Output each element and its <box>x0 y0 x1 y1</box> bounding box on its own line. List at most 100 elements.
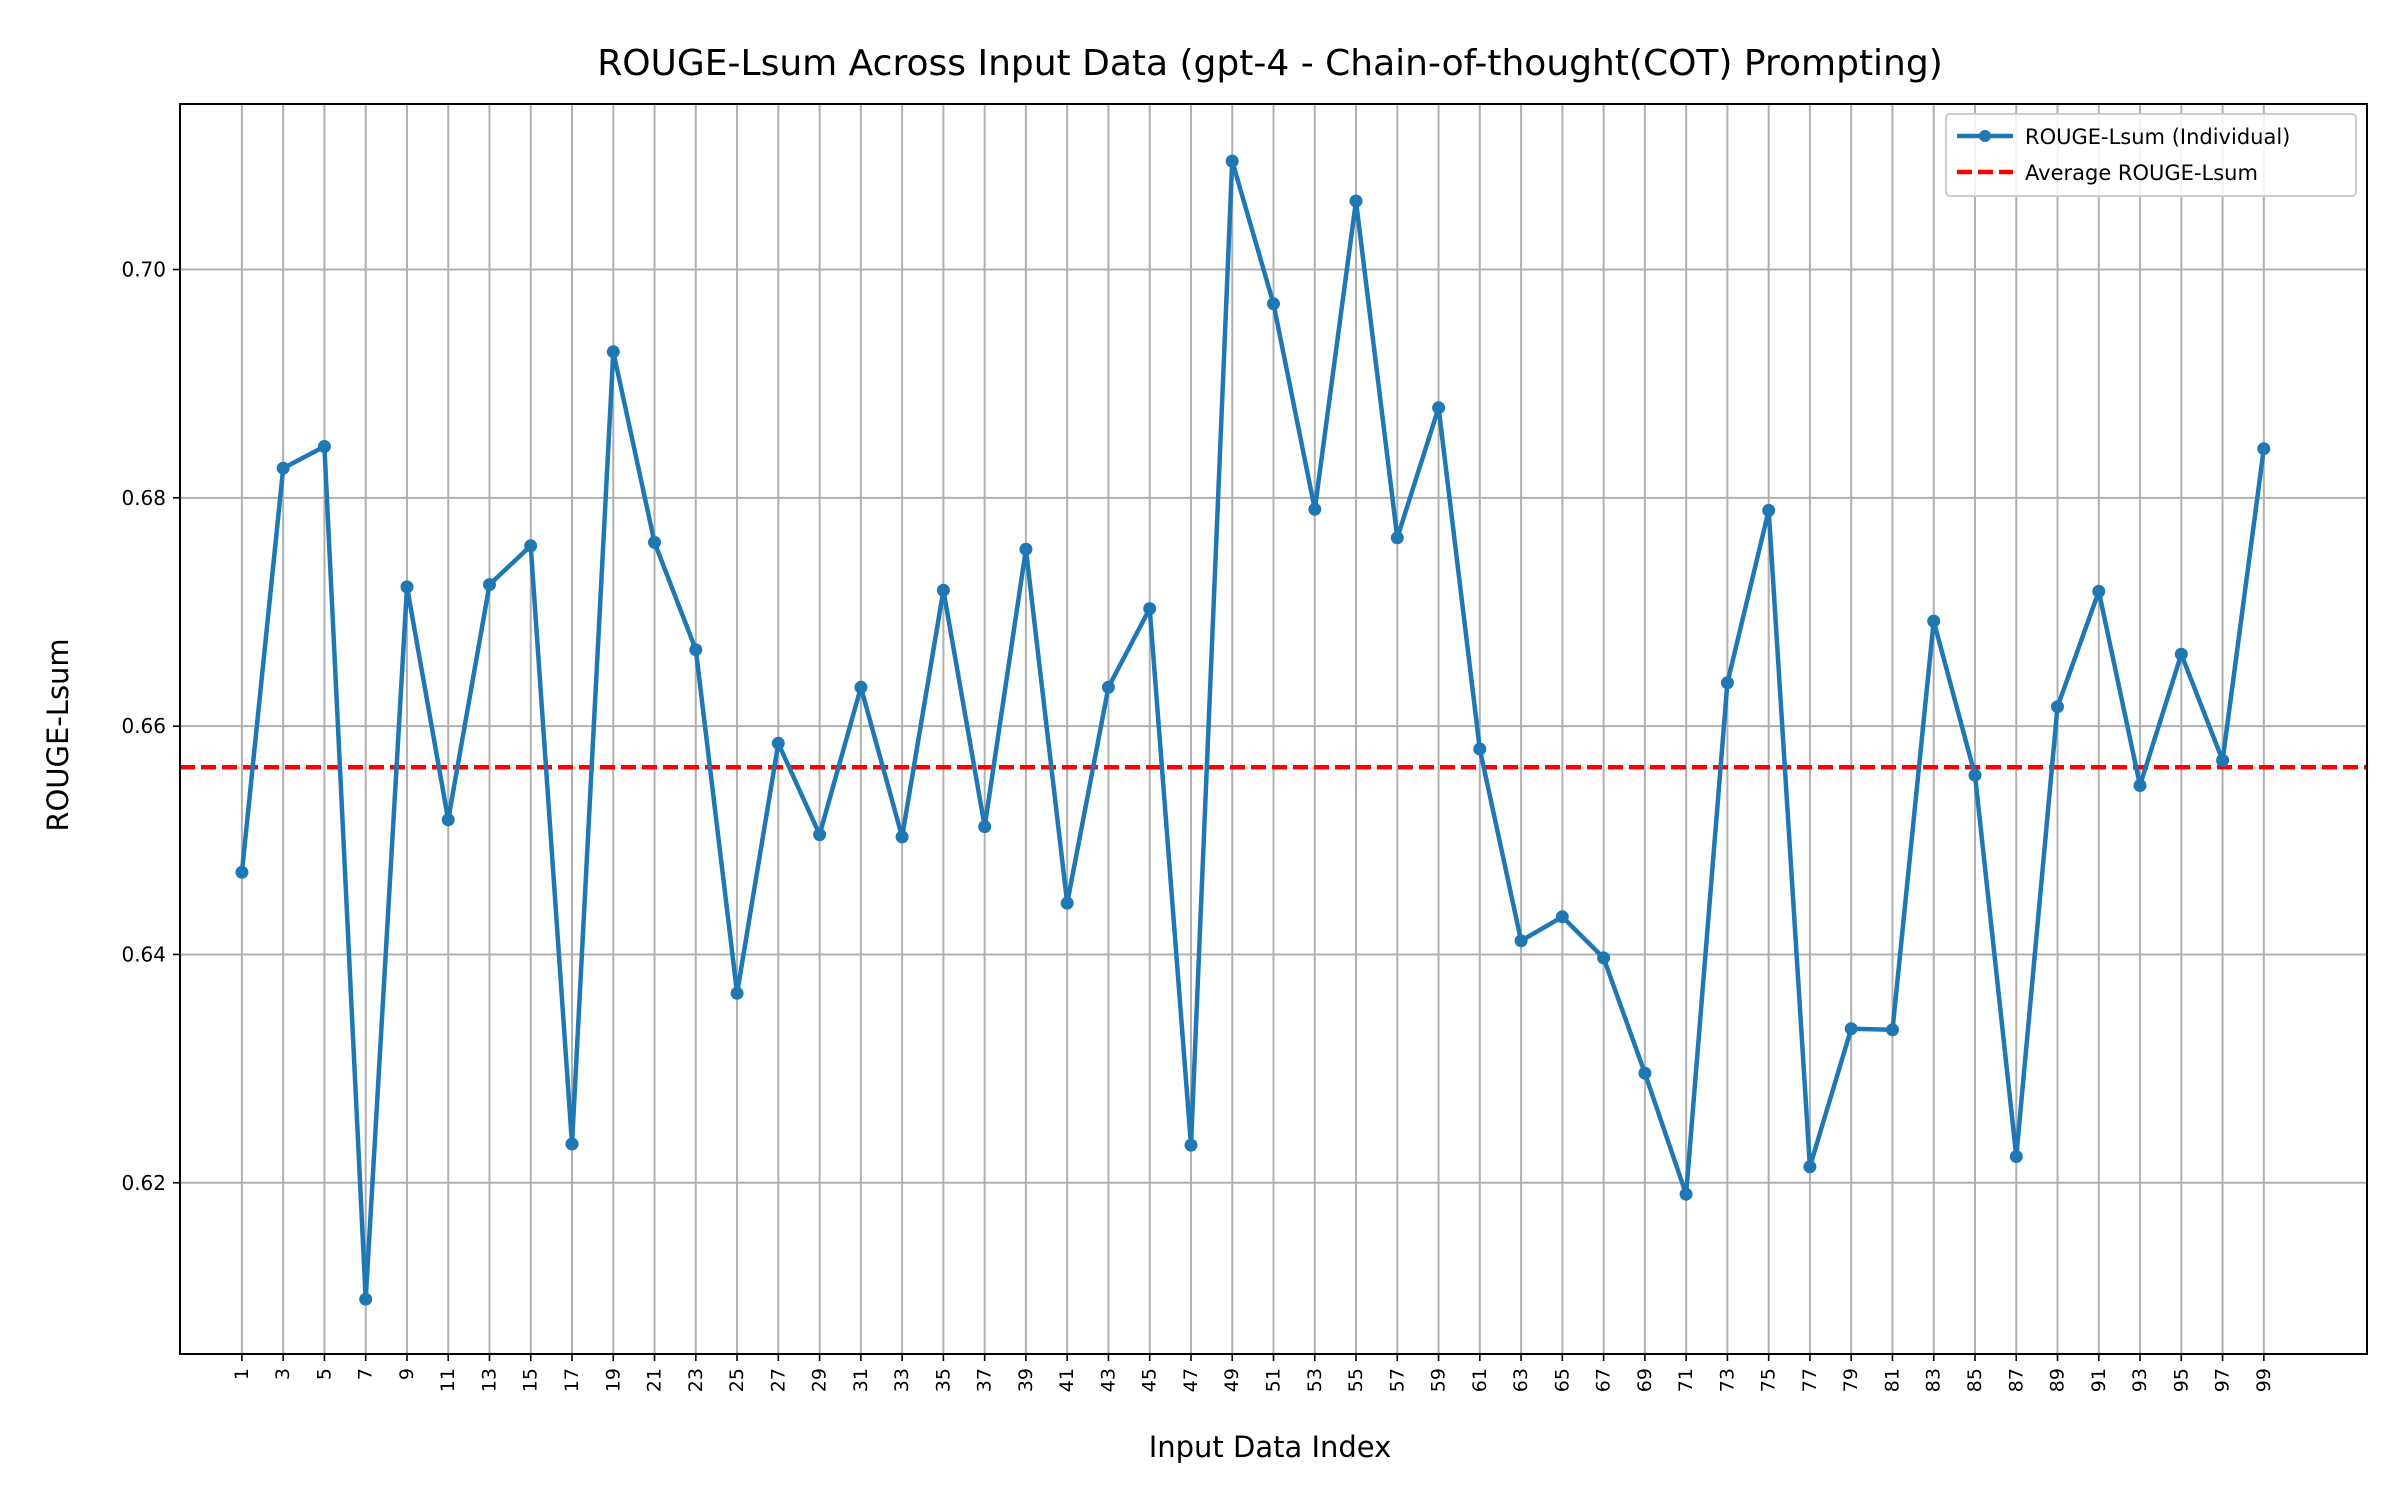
data-point <box>2174 647 2188 661</box>
legend-marker-individual <box>1979 130 1991 142</box>
data-point <box>730 986 744 1000</box>
data-point <box>689 643 703 657</box>
x-tick-label: 5 <box>313 1368 335 1380</box>
legend-label-average: Average ROUGE-Lsum <box>2025 161 2258 185</box>
x-tick-label: 65 <box>1551 1368 1573 1392</box>
x-tick-label: 67 <box>1593 1368 1615 1392</box>
data-point <box>1555 910 1569 924</box>
x-tick-label: 13 <box>478 1368 500 1392</box>
y-tick-label: 0.62 <box>121 1171 166 1195</box>
data-point <box>606 345 620 359</box>
x-tick-label: 35 <box>932 1368 954 1392</box>
data-point <box>1308 502 1322 516</box>
series-layer <box>235 154 2271 1306</box>
data-point <box>317 440 331 453</box>
x-tick-label: 85 <box>1964 1368 1986 1392</box>
x-tick-label: 89 <box>2047 1368 2069 1392</box>
x-tick-label: 73 <box>1716 1368 1738 1392</box>
x-tick-label: 99 <box>2253 1368 2275 1392</box>
data-point <box>1184 1138 1198 1152</box>
data-point <box>1473 742 1487 756</box>
x-tick-label: 45 <box>1139 1368 1161 1392</box>
data-point <box>1349 194 1363 208</box>
x-tick-label: 97 <box>2212 1368 2234 1392</box>
x-tick-label: 49 <box>1221 1368 1243 1392</box>
data-point <box>2092 584 2106 598</box>
x-tick-label: 31 <box>850 1368 872 1392</box>
data-point <box>1762 503 1776 517</box>
x-tick-label: 11 <box>437 1368 459 1392</box>
data-point <box>235 865 249 879</box>
x-tick-label: 47 <box>1180 1368 1202 1392</box>
x-tick-label: 55 <box>1345 1368 1367 1392</box>
data-point <box>441 813 455 827</box>
x-tick-label: 53 <box>1304 1368 1326 1392</box>
y-axis-title: ROUGE-Lsum <box>41 638 75 831</box>
data-point <box>1514 934 1528 948</box>
x-tick-label: 91 <box>2088 1368 2110 1392</box>
x-tick-label: 9 <box>396 1368 418 1380</box>
series-line-individual <box>239 158 2267 1302</box>
data-point <box>2051 700 2064 714</box>
data-point <box>1267 297 1280 311</box>
x-tick-label: 77 <box>1799 1368 1821 1392</box>
x-tick-label: 63 <box>1510 1368 1532 1392</box>
x-tick-label: 61 <box>1469 1368 1491 1392</box>
data-point <box>813 828 827 842</box>
data-point <box>359 1292 373 1306</box>
data-point <box>2133 779 2147 792</box>
data-point <box>400 580 414 594</box>
data-point <box>936 583 950 597</box>
x-tick-label: 39 <box>1015 1368 1037 1392</box>
x-tick-label: 93 <box>2129 1368 2151 1392</box>
x-tick-label: 7 <box>355 1368 377 1380</box>
data-point <box>276 461 290 475</box>
x-tick-label: 87 <box>2005 1368 2027 1392</box>
data-point <box>1886 1023 1899 1037</box>
x-tick-label: 71 <box>1675 1368 1697 1392</box>
chart-title: ROUGE-Lsum Across Input Data (gpt-4 - Ch… <box>597 43 1943 84</box>
x-tick-label: 3 <box>272 1368 294 1380</box>
ticks: 1 3 5 7 9 11 13 15 17 19 21 23 25 27 29 31 33 35 37 39 41 43 4… <box>121 258 2274 1393</box>
x-tick-label: 37 <box>974 1368 996 1392</box>
data-point <box>895 830 909 844</box>
x-tick-label: 69 <box>1634 1368 1656 1392</box>
data-point <box>2009 1150 2023 1163</box>
x-tick-label: 83 <box>1923 1368 1945 1392</box>
data-point <box>1679 1187 1693 1201</box>
data-point <box>1803 1160 1817 1174</box>
x-tick-label: 51 <box>1263 1368 1285 1392</box>
x-tick-label: 75 <box>1758 1368 1780 1392</box>
data-point <box>1101 680 1115 694</box>
data-point <box>1225 154 1239 168</box>
x-axis-title: Input Data Index <box>1149 1430 1392 1464</box>
x-tick-label: 29 <box>809 1368 831 1392</box>
x-tick-label: 1 <box>231 1368 253 1380</box>
x-tick-label: 81 <box>1881 1368 1903 1392</box>
x-tick-label: 59 <box>1428 1368 1450 1392</box>
x-tick-label: 15 <box>520 1368 542 1392</box>
x-tick-label: 43 <box>1097 1368 1119 1392</box>
x-tick-label: 19 <box>602 1368 624 1392</box>
legend-box <box>1945 113 2357 197</box>
data-point <box>854 680 868 694</box>
x-tick-label: 57 <box>1386 1368 1408 1392</box>
data-point <box>978 820 992 834</box>
y-tick-label: 0.64 <box>121 942 166 966</box>
data-point <box>2216 753 2230 767</box>
legend-label-individual: ROUGE-Lsum (Individual) <box>2025 125 2290 149</box>
data-point <box>1968 768 1982 782</box>
data-point <box>1720 676 1734 690</box>
x-tick-label: 17 <box>561 1368 583 1392</box>
data-point <box>1390 531 1404 545</box>
data-point <box>1927 614 1941 628</box>
data-point <box>1143 602 1157 616</box>
data-point <box>1844 1022 1858 1036</box>
x-tick-label: 27 <box>767 1368 789 1392</box>
data-point <box>648 535 661 549</box>
y-tick-label: 0.66 <box>121 714 166 738</box>
data-point <box>1638 1066 1652 1080</box>
x-tick-label: 25 <box>726 1368 748 1392</box>
data-point <box>1019 542 1033 556</box>
